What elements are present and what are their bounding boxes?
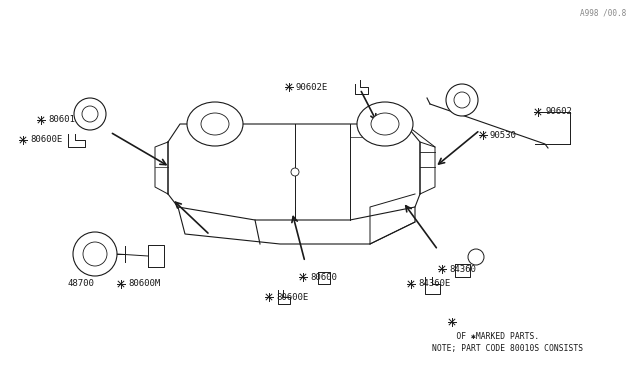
Text: 80600: 80600 — [310, 273, 337, 282]
Ellipse shape — [187, 102, 243, 146]
Text: OF ✱MARKED PARTS.: OF ✱MARKED PARTS. — [432, 332, 540, 341]
Ellipse shape — [371, 113, 399, 135]
Circle shape — [74, 98, 106, 130]
Ellipse shape — [357, 102, 413, 146]
Text: 80600E: 80600E — [30, 135, 62, 144]
Ellipse shape — [201, 113, 229, 135]
Circle shape — [82, 106, 98, 122]
Text: 80600E: 80600E — [276, 292, 308, 301]
Text: 90530: 90530 — [490, 131, 517, 140]
Text: 90602: 90602 — [545, 108, 572, 116]
Circle shape — [468, 249, 484, 265]
Text: 84360E: 84360E — [418, 279, 451, 289]
Text: 84360: 84360 — [449, 264, 476, 273]
Text: 80601: 80601 — [48, 115, 75, 125]
Circle shape — [83, 242, 107, 266]
Text: A998 /00.8: A998 /00.8 — [580, 8, 627, 17]
Circle shape — [446, 84, 478, 116]
Text: 80600M: 80600M — [128, 279, 160, 289]
Text: 48700: 48700 — [68, 279, 95, 289]
Circle shape — [454, 92, 470, 108]
Circle shape — [73, 232, 117, 276]
Text: 90602E: 90602E — [296, 83, 328, 92]
Text: NOTE; PART CODE 80010S CONSISTS: NOTE; PART CODE 80010S CONSISTS — [432, 344, 583, 353]
Circle shape — [291, 168, 299, 176]
